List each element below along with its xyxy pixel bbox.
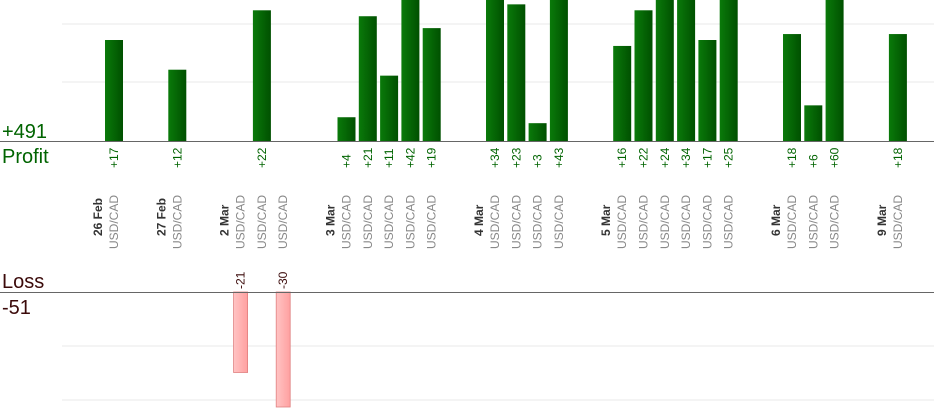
- date-label: 5 Mar: [599, 204, 613, 236]
- date-label: 2 Mar: [218, 204, 232, 236]
- profit-bar: [888, 34, 907, 141]
- pair-label: USD/CAD: [615, 195, 629, 249]
- profit-bar: [422, 28, 441, 142]
- profit-bar: [528, 123, 547, 141]
- bar-value-label: +6: [806, 154, 820, 168]
- profit-bar: [380, 75, 399, 141]
- profit-bar: [486, 0, 504, 141]
- pair-label: USD/CAD: [403, 195, 417, 249]
- bar-value-label: +34: [488, 147, 502, 168]
- axis-lines: [0, 141, 934, 293]
- profit-bar: [507, 4, 526, 142]
- profit-label: Profit: [2, 146, 49, 168]
- profit-bar: [252, 10, 271, 142]
- pair-label: USD/CAD: [107, 195, 121, 249]
- profit-bar: [634, 10, 653, 142]
- profit-bar: [358, 16, 377, 142]
- bar-value-label: +19: [425, 147, 439, 168]
- pair-label: USD/CAD: [425, 195, 439, 249]
- profit-bar: [168, 69, 187, 141]
- profit-bar: [655, 0, 674, 141]
- bar-value-label: +3: [531, 154, 545, 168]
- pair-label: USD/CAD: [785, 195, 799, 249]
- bar-value-label: +42: [403, 147, 417, 168]
- bar-value-label: +18: [785, 147, 799, 168]
- profit-bar: [105, 40, 123, 141]
- pair-label: USD/CAD: [255, 195, 269, 249]
- profit-total: +491: [2, 121, 47, 143]
- profit-bar: [337, 117, 356, 141]
- date-label: 27 Feb: [154, 198, 168, 236]
- date-label: 26 Feb: [91, 198, 105, 236]
- bar-value-label: +12: [170, 147, 184, 168]
- loss-total: -51: [2, 297, 31, 319]
- bar-value-label: +22: [637, 147, 651, 168]
- pair-label: USD/CAD: [276, 195, 290, 249]
- pair-label: USD/CAD: [891, 195, 905, 249]
- date-label: 9 Mar: [875, 204, 889, 236]
- bar-value-label: +11: [382, 148, 396, 168]
- pair-label: USD/CAD: [340, 195, 354, 249]
- bar-value-label: +25: [722, 147, 736, 168]
- pair-label: USD/CAD: [234, 195, 248, 249]
- profit-bar: [719, 0, 738, 141]
- date-label: 6 Mar: [769, 204, 783, 236]
- loss-label: Loss: [2, 271, 44, 293]
- bar-value-label: +60: [828, 147, 842, 168]
- loss-bar: [233, 291, 249, 373]
- profit-bar: [804, 105, 823, 141]
- pair-label: USD/CAD: [531, 195, 545, 249]
- bar-value-label: +4: [340, 154, 354, 168]
- pair-label: USD/CAD: [722, 195, 736, 249]
- bar-value-label: +18: [891, 147, 905, 168]
- bars: [105, 0, 907, 408]
- profit-bar: [698, 40, 717, 141]
- bar-value-label: +34: [679, 147, 693, 168]
- bar-value-label: +23: [509, 147, 523, 168]
- bar-value-label: -30: [276, 271, 290, 289]
- pair-label: USD/CAD: [828, 195, 842, 249]
- profit-bar: [825, 0, 844, 141]
- pair-label: USD/CAD: [552, 195, 566, 249]
- bar-value-label: +16: [615, 147, 629, 168]
- bar-value-label: +17: [107, 147, 121, 168]
- pair-label: USD/CAD: [509, 195, 523, 249]
- bar-value-label: +17: [700, 147, 714, 168]
- pair-label: USD/CAD: [361, 195, 375, 249]
- pair-label: USD/CAD: [488, 195, 502, 249]
- bar-value-label: +24: [658, 147, 672, 168]
- date-label: 3 Mar: [324, 204, 338, 236]
- bar-value-label: -21: [234, 271, 248, 289]
- pair-label: USD/CAD: [658, 195, 672, 249]
- loss-bar: [275, 291, 291, 408]
- date-label: 4 Mar: [472, 204, 486, 236]
- profit-bar: [401, 0, 420, 141]
- pair-label: USD/CAD: [170, 195, 184, 249]
- pair-label: USD/CAD: [679, 195, 693, 249]
- pair-label: USD/CAD: [382, 195, 396, 249]
- pair-label: USD/CAD: [700, 195, 714, 249]
- profit-bar: [613, 45, 632, 141]
- pair-label: USD/CAD: [806, 195, 820, 249]
- bar-value-label: +43: [552, 147, 566, 168]
- pair-label: USD/CAD: [637, 195, 651, 249]
- bar-value-label: +21: [361, 147, 375, 168]
- profit-bar: [549, 0, 568, 141]
- profit-bar: [783, 34, 801, 141]
- profit-bar: [677, 0, 696, 141]
- bar-value-label: +22: [255, 147, 269, 168]
